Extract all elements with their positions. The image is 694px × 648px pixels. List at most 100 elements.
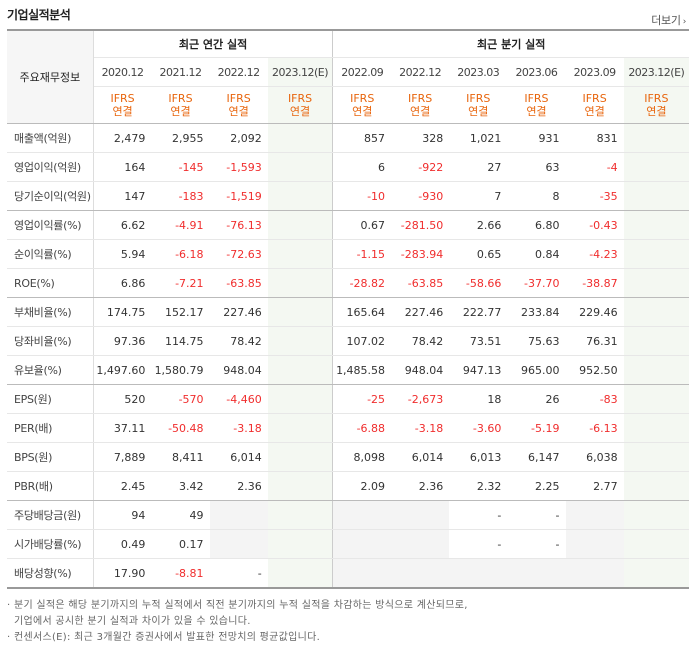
period-header: 2022.12 xyxy=(391,57,450,87)
value-cell xyxy=(623,500,689,530)
footnotes: · 분기 실적은 해당 분기까지의 누적 실적에서 직전 분기까지의 누적 실적… xyxy=(7,598,468,646)
period-header: 2022.12 xyxy=(209,57,268,87)
basis-standard: IFRS xyxy=(644,92,669,105)
value-cell xyxy=(623,326,689,356)
value-cell: -6.88 xyxy=(332,413,392,443)
value-cell: -50.48 xyxy=(151,413,210,443)
value-cell: 233.84 xyxy=(507,297,566,327)
value-cell: 948.04 xyxy=(209,355,268,385)
row-label: 영업이익률(%) xyxy=(7,210,94,240)
value-cell: 0.49 xyxy=(93,529,152,559)
period-header: 2023.09 xyxy=(565,57,624,87)
value-cell xyxy=(623,123,689,153)
value-cell xyxy=(267,471,333,501)
value-cell xyxy=(565,500,624,530)
value-cell: -1.15 xyxy=(332,239,392,269)
value-cell: -4.23 xyxy=(565,239,624,269)
value-cell xyxy=(267,500,333,530)
financial-table: 주요재무정보 최근 연간 실적 최근 분기 실적 2020.12 2021.12 2… xyxy=(7,29,689,589)
value-cell: -7.21 xyxy=(151,268,210,298)
value-cell: 948.04 xyxy=(391,355,450,385)
value-cell: -4 xyxy=(565,152,624,182)
value-cell: 227.46 xyxy=(209,297,268,327)
value-cell: 114.75 xyxy=(151,326,210,356)
basis-consolidated: 연결 xyxy=(170,105,191,118)
table-row: 유보율(%) 1,497.60 1,580.79 948.04 1,485.58 948.… xyxy=(7,355,689,385)
value-cell: 6 xyxy=(332,152,392,182)
table-row: 시가배당률(%) 0.49 0.17 - - xyxy=(7,529,689,559)
row-label: PER(배) xyxy=(7,413,94,443)
value-cell: 2,092 xyxy=(209,123,268,153)
basis-standard: IFRS xyxy=(110,92,135,105)
value-cell: -3.18 xyxy=(209,413,268,443)
value-cell: -183 xyxy=(151,181,210,211)
basis-consolidated: 연결 xyxy=(584,105,605,118)
basis-header: IFRS 연결 xyxy=(267,86,333,124)
basis-standard: IFRS xyxy=(582,92,607,105)
value-cell: -25 xyxy=(332,384,392,414)
value-cell: 6,014 xyxy=(209,442,268,472)
value-cell: 6,013 xyxy=(449,442,508,472)
row-label: 배당성향(%) xyxy=(7,558,94,589)
value-cell: 8,098 xyxy=(332,442,392,472)
value-cell xyxy=(623,152,689,182)
value-cell: 75.63 xyxy=(507,326,566,356)
value-cell: 0.67 xyxy=(332,210,392,240)
value-cell xyxy=(267,181,333,211)
table-row: ROE(%) 6.86 -7.21 -63.85 -28.82 -63.85 -58.66-… xyxy=(7,268,689,298)
value-cell: -10 xyxy=(332,181,392,211)
value-cell: 520 xyxy=(93,384,152,414)
period-header: 2023.12(E) xyxy=(267,57,333,87)
basis-standard: IFRS xyxy=(524,92,549,105)
value-cell: 78.42 xyxy=(209,326,268,356)
value-cell: 2,479 xyxy=(93,123,152,153)
value-cell: 94 xyxy=(93,500,152,530)
value-cell: 78.42 xyxy=(391,326,450,356)
value-cell xyxy=(267,297,333,327)
row-label: 유보율(%) xyxy=(7,355,94,385)
basis-header: IFRS 연결 xyxy=(449,86,508,124)
value-cell: 328 xyxy=(391,123,450,153)
table-row: 부채비율(%) 174.75 152.17 227.46 165.64 227.46 222… xyxy=(7,297,689,327)
basis-standard: IFRS xyxy=(466,92,491,105)
table-row: PER(배) 37.11 -50.48 -3.18 -6.88 -3.18 -3.60 -5.… xyxy=(7,413,689,443)
value-cell: 857 xyxy=(332,123,392,153)
annual-group-header: 최근 연간 실적 xyxy=(93,29,333,58)
value-cell xyxy=(209,500,268,530)
value-cell: 229.46 xyxy=(565,297,624,327)
value-cell: 49 xyxy=(151,500,210,530)
value-cell: 63 xyxy=(507,152,566,182)
value-cell: -1,519 xyxy=(209,181,268,211)
value-cell: -281.50 xyxy=(391,210,450,240)
value-cell xyxy=(332,529,392,559)
basis-consolidated: 연결 xyxy=(228,105,249,118)
footnote-2: 기업에서 공시한 분기 실적과 차이가 있을 수 있습니다. xyxy=(7,616,251,627)
table-row: EPS(원) 520 -570 -4,460 -25 -2,673 18 26 -83 xyxy=(7,384,689,414)
value-cell: 18 xyxy=(449,384,508,414)
value-cell: - xyxy=(449,500,508,530)
basis-header: IFRS 연결 xyxy=(151,86,210,124)
value-cell: 3.42 xyxy=(151,471,210,501)
more-link[interactable]: 더보기 › xyxy=(651,12,686,28)
value-cell: -4,460 xyxy=(209,384,268,414)
value-cell: -145 xyxy=(151,152,210,182)
value-cell: 5.94 xyxy=(93,239,152,269)
value-cell: -63.85 xyxy=(391,268,450,298)
basis-standard: IFRS xyxy=(287,92,313,105)
value-cell xyxy=(332,500,392,530)
value-cell xyxy=(267,239,333,269)
value-cell: -8.81 xyxy=(151,558,210,589)
table-row: 당좌비율(%) 97.36 114.75 78.42 107.02 78.42 73.51 7… xyxy=(7,326,689,356)
value-cell: 6.86 xyxy=(93,268,152,298)
value-cell: 227.46 xyxy=(391,297,450,327)
value-cell xyxy=(209,529,268,559)
value-cell: 2.45 xyxy=(93,471,152,501)
value-cell: -63.85 xyxy=(209,268,268,298)
value-cell: 222.77 xyxy=(449,297,508,327)
value-cell: -1,593 xyxy=(209,152,268,182)
table-row: 순이익률(%) 5.94 -6.18 -72.63 -1.15 -283.94 0.65 0.… xyxy=(7,239,689,269)
row-label: 영업이익(억원) xyxy=(7,152,94,182)
value-cell xyxy=(565,558,624,589)
value-cell: 2.36 xyxy=(391,471,450,501)
basis-standard: IFRS xyxy=(350,92,375,105)
